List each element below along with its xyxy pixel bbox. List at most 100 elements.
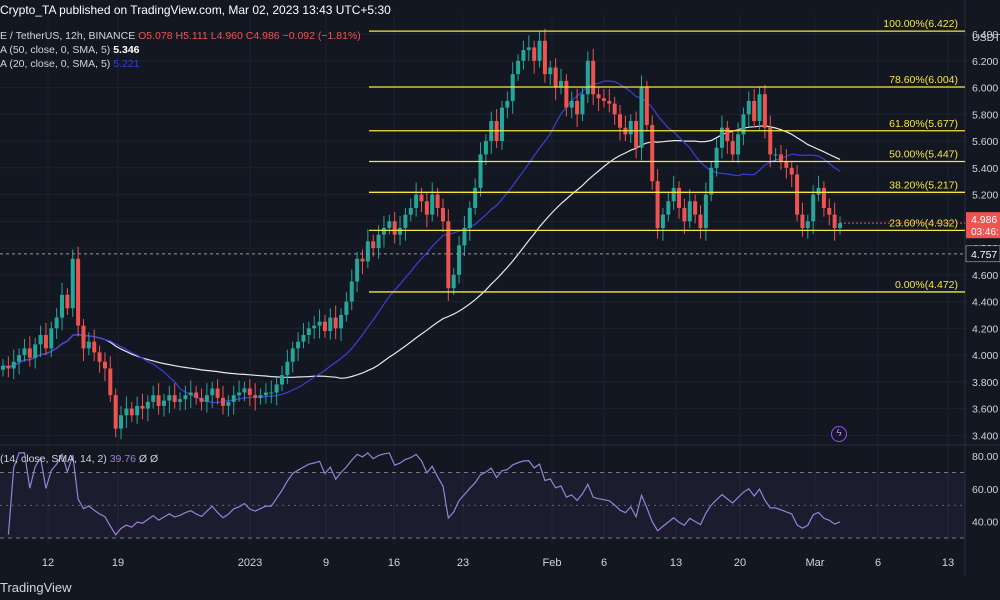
bolt-icon[interactable]: ϟ: [831, 426, 847, 442]
candle-body: [693, 201, 698, 215]
time-tick-label: 13: [942, 557, 954, 569]
candle-body: [419, 194, 424, 202]
candle: [11, 349, 16, 380]
candle: [575, 88, 580, 128]
candle: [639, 75, 644, 161]
candle: [226, 395, 231, 417]
candle: [60, 282, 65, 331]
price-tick-label: 4.200: [972, 323, 998, 335]
candle-body: [682, 207, 687, 222]
candle-body: [301, 335, 306, 342]
candle-body: [639, 87, 644, 148]
price-tick-label: 3.800: [972, 377, 998, 389]
fib-level-label: 78.60%(6.004): [889, 74, 958, 86]
candle-body: [38, 335, 43, 345]
candle: [129, 401, 134, 422]
candle-body: [242, 388, 247, 393]
candle: [762, 84, 767, 139]
candle-body: [650, 125, 655, 182]
candle: [247, 379, 252, 406]
price-tick-label: 6.200: [972, 56, 998, 68]
candle-body: [231, 395, 236, 402]
candle: [215, 379, 220, 405]
rsi-tick-label: 60.00: [972, 484, 998, 496]
candle-body: [140, 405, 145, 409]
candle-body: [736, 134, 741, 155]
fib-level-label: 100.00%(6.422): [883, 18, 958, 30]
time-tick-label: Mar: [806, 557, 825, 569]
candle-body: [49, 328, 54, 349]
tradingview-logo: TradingView: [0, 580, 72, 595]
candle-body: [784, 161, 789, 168]
candle-body: [499, 107, 504, 142]
candle-body: [414, 194, 419, 208]
candle: [54, 308, 59, 340]
fib-level-label: 38.20%(5.217): [889, 179, 958, 191]
candle-body: [167, 395, 172, 401]
candle-body: [714, 147, 719, 168]
candle-body: [537, 40, 542, 61]
ma20-legend[interactable]: A (20, close, 0, SMA, 5) 5.221: [0, 58, 140, 70]
candle-body: [671, 187, 676, 202]
candle: [424, 191, 429, 228]
candle: [736, 122, 741, 164]
rsi-panel: [0, 452, 965, 539]
candle-body: [119, 415, 124, 429]
candle: [344, 292, 349, 322]
candle-body: [703, 194, 708, 228]
candle-body: [580, 94, 585, 115]
ma50-legend[interactable]: A (50, close, 0, SMA, 5) 5.346: [0, 44, 140, 56]
candle: [473, 178, 478, 215]
candle: [650, 115, 655, 190]
candle-body: [666, 201, 671, 215]
time-tick-label: 6: [601, 557, 607, 569]
candle-body: [381, 228, 386, 235]
candle-body: [70, 258, 75, 309]
rsi-tick-label: 80.00: [972, 451, 998, 463]
candle-body: [698, 214, 703, 228]
candle-body: [280, 375, 284, 385]
time-tick-label: 12: [42, 557, 54, 569]
candle: [687, 189, 692, 228]
candle: [172, 383, 177, 409]
candle-body: [505, 100, 510, 108]
price-tick-label: 6.000: [972, 83, 998, 95]
candle: [768, 115, 773, 168]
time-tick-label: 2023: [238, 557, 262, 569]
candle-body: [746, 100, 751, 115]
ma50-label: A (50, close, 0, SMA, 5): [0, 44, 111, 56]
candle-body: [65, 294, 70, 309]
price-tick-label: 5.400: [972, 163, 998, 175]
candle-body: [569, 100, 574, 108]
candle: [33, 337, 38, 369]
candle-body: [478, 154, 483, 188]
candle: [199, 388, 204, 411]
candle-body: [403, 214, 408, 228]
rsi-extra-1: Ø: [138, 453, 148, 465]
candle-body: [795, 174, 800, 215]
candle: [408, 198, 413, 222]
candle-body: [226, 401, 231, 406]
candle-body: [355, 258, 360, 282]
candle: [301, 322, 306, 349]
candle-body: [660, 214, 665, 228]
candle: [392, 211, 397, 244]
candle: [746, 91, 751, 128]
candle-body: [778, 154, 783, 162]
candle: [17, 348, 22, 375]
candle-body: [634, 121, 639, 148]
candle: [516, 54, 521, 81]
candle-body: [821, 187, 826, 208]
candle: [805, 214, 810, 239]
candle-body: [54, 317, 59, 329]
candle: [371, 234, 376, 257]
candle: [167, 385, 172, 414]
candle: [86, 332, 91, 356]
time-tick-label: 23: [457, 557, 469, 569]
candle: [237, 380, 242, 402]
rsi-legend[interactable]: (14, close, SMA, 14, 2) 39.76 Ø Ø: [0, 453, 158, 465]
rsi-extra-2: Ø: [150, 453, 159, 465]
candle: [231, 385, 236, 415]
candle-body: [752, 100, 757, 121]
